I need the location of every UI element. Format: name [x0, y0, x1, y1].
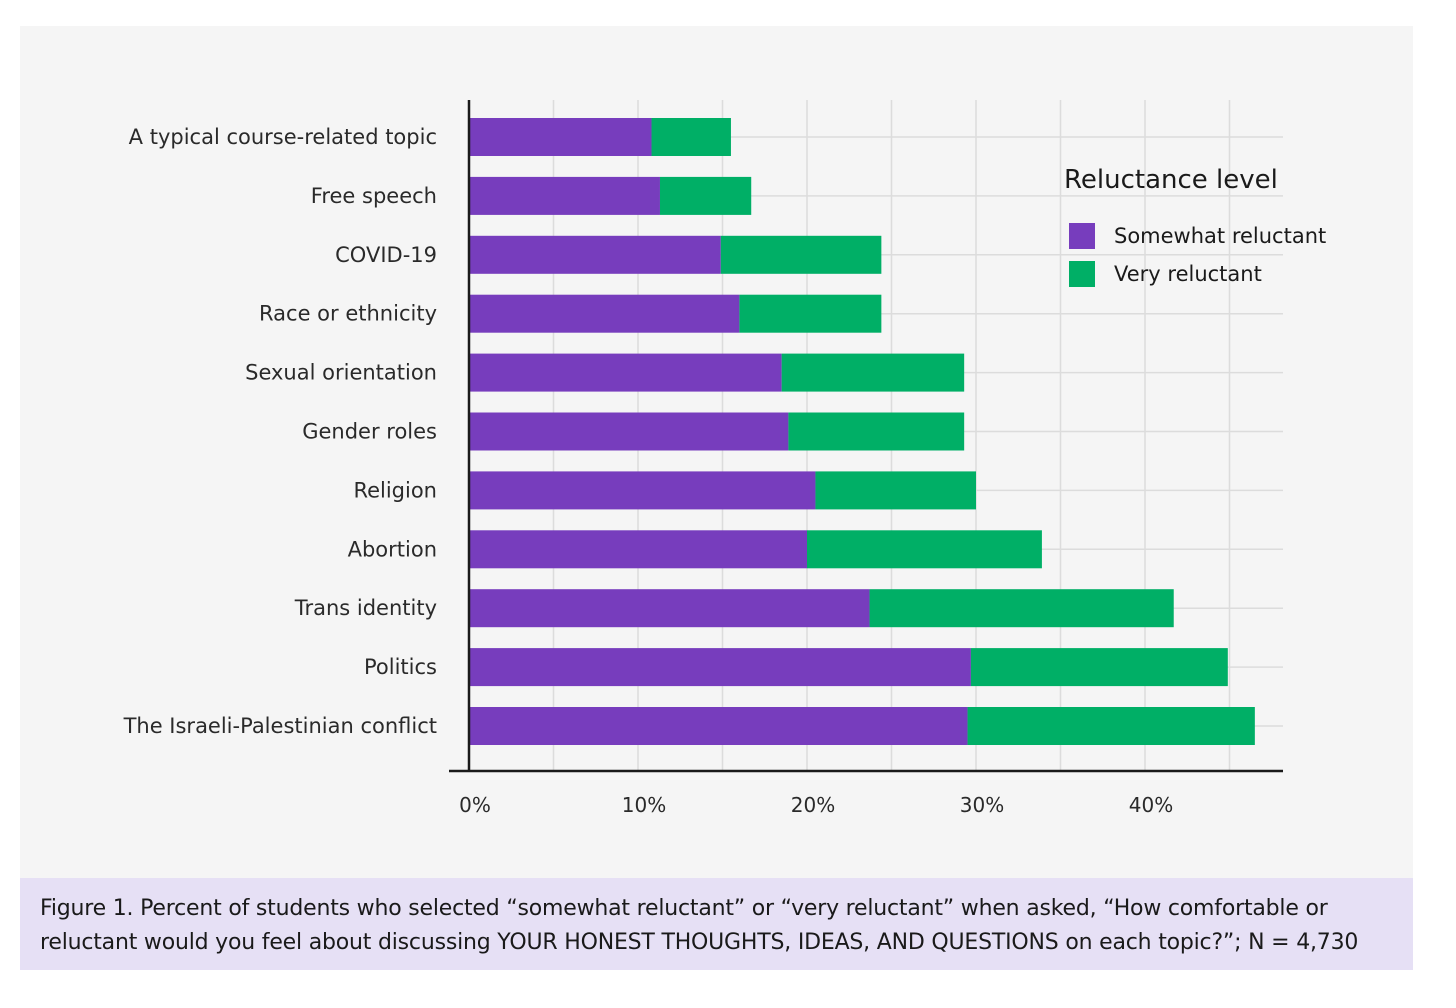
- bar-very-reluctant: [967, 707, 1255, 745]
- x-tick-label: 0%: [459, 793, 491, 817]
- legend: Reluctance level Somewhat reluctant Very r…: [1064, 165, 1326, 287]
- bar-very-reluctant: [781, 353, 965, 392]
- bar-very-reluctant: [807, 530, 1042, 569]
- bar-somewhat-reluctant: [469, 648, 971, 687]
- figure-caption: Figure 1. Percent of students who select…: [20, 878, 1413, 970]
- legend-label: Somewhat reluctant: [1114, 224, 1326, 248]
- category-label: Trans identity: [294, 596, 437, 620]
- category-label: Politics: [364, 655, 437, 679]
- caption-line-1: Figure 1. Percent of students who select…: [40, 896, 1328, 921]
- bar-somewhat-reluctant: [469, 294, 740, 333]
- bar-very-reluctant: [651, 118, 731, 156]
- x-tick-label: 40%: [1129, 793, 1173, 817]
- bar-somewhat-reluctant: [469, 471, 816, 510]
- bar-very-reluctant: [815, 471, 976, 510]
- x-tick-label: 30%: [960, 793, 1004, 817]
- legend-label: Very reluctant: [1114, 262, 1262, 286]
- category-label: The Israeli-Palestinian conflict: [123, 714, 437, 738]
- category-label: Free speech: [311, 184, 437, 208]
- category-label: Abortion: [348, 537, 437, 561]
- bar-very-reluctant: [739, 294, 882, 333]
- legend-title: Reluctance level: [1064, 165, 1278, 195]
- bar-very-reluctant: [869, 589, 1174, 628]
- bar-somewhat-reluctant: [469, 235, 721, 274]
- legend-swatch: [1069, 223, 1095, 249]
- x-tick-label: 10%: [622, 793, 666, 817]
- bar-very-reluctant: [970, 648, 1228, 687]
- category-label: Religion: [353, 478, 437, 502]
- bar-somewhat-reluctant: [469, 589, 870, 628]
- bar-somewhat-reluctant: [469, 412, 789, 451]
- category-label: A typical course-related topic: [129, 125, 437, 149]
- bar-very-reluctant: [720, 235, 882, 274]
- bar-somewhat-reluctant: [469, 176, 660, 215]
- axes: [449, 100, 1283, 773]
- category-label: Race or ethnicity: [259, 302, 437, 326]
- bars: [469, 118, 1255, 745]
- bar-very-reluctant: [659, 176, 752, 215]
- caption-line-2: reluctant would you feel about discussin…: [40, 930, 1359, 955]
- bar-somewhat-reluctant: [469, 530, 807, 569]
- labels: A typical course-related topic Free speec…: [123, 125, 1174, 817]
- category-label: Gender roles: [302, 420, 437, 444]
- category-label: Sexual orientation: [245, 361, 437, 385]
- legend-swatch: [1069, 261, 1095, 287]
- bar-somewhat-reluctant: [469, 118, 652, 156]
- bar-somewhat-reluctant: [469, 707, 968, 745]
- category-label: COVID-19: [335, 243, 437, 267]
- bar-somewhat-reluctant: [469, 353, 782, 392]
- bar-very-reluctant: [788, 412, 965, 451]
- x-tick-label: 20%: [791, 793, 835, 817]
